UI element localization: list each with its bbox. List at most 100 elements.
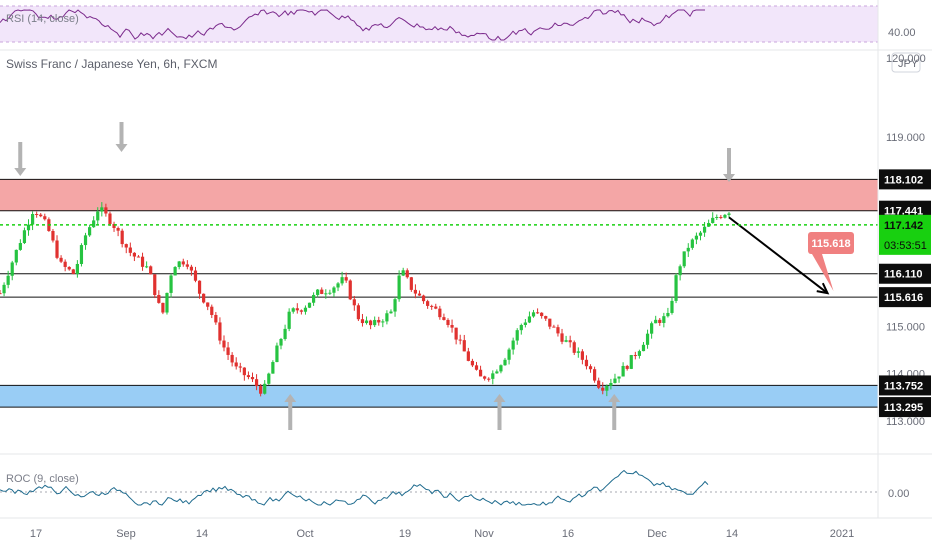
candle [344, 277, 348, 281]
candle [637, 351, 642, 356]
candle [291, 308, 295, 312]
candle [230, 354, 234, 363]
level-price-tag[interactable] [879, 375, 931, 396]
candle [364, 320, 369, 324]
candle [466, 351, 470, 361]
time-tick-label: 2021 [830, 528, 854, 540]
candle [197, 280, 202, 294]
candle [686, 247, 690, 252]
candle [250, 377, 255, 380]
candle [348, 280, 352, 300]
candle [189, 266, 194, 271]
candle [22, 230, 27, 244]
time-axis[interactable]: 17 Sep 14 Oct 19 Nov 16 Dec 14 2021 [30, 528, 854, 540]
candle [275, 345, 279, 363]
candle [719, 216, 723, 218]
candle [519, 324, 523, 331]
level-price-text: 117.441 [884, 206, 923, 218]
candle [678, 266, 682, 276]
candle [442, 317, 446, 320]
candle [389, 311, 393, 314]
candle [2, 284, 6, 294]
target-price-callout[interactable] [808, 232, 854, 254]
candle [572, 342, 576, 353]
candle [601, 387, 605, 391]
current-price-tag[interactable] [879, 214, 931, 255]
projection-arrow[interactable] [728, 216, 829, 294]
candle [59, 257, 63, 262]
candle [487, 378, 491, 380]
candle [662, 316, 666, 323]
roc-label: ROC (9, close) [6, 473, 79, 485]
candle [426, 301, 430, 306]
candle [149, 266, 153, 275]
candle [295, 308, 299, 311]
candle [120, 230, 124, 245]
candle [259, 386, 263, 394]
candle [116, 228, 120, 231]
candle [307, 302, 312, 308]
candle [495, 371, 499, 374]
candle [491, 373, 495, 379]
candle [128, 247, 132, 253]
candle [605, 385, 609, 391]
candle [328, 292, 332, 294]
candle [454, 327, 458, 340]
level-price-tag[interactable] [879, 169, 931, 190]
candle [544, 316, 548, 319]
level-price-tag[interactable] [879, 287, 931, 308]
price-panel[interactable]: 115.618 [0, 122, 878, 430]
level-price-tag[interactable] [879, 397, 931, 418]
target-price-label: 115.618 [811, 238, 850, 250]
time-tick-label: Dec [647, 528, 667, 540]
candle [14, 249, 18, 263]
candle [597, 380, 601, 388]
candle [503, 359, 507, 366]
candle [670, 300, 674, 313]
candle [10, 262, 14, 276]
candle [100, 207, 104, 212]
down-arrow-icon [723, 174, 735, 182]
candle [690, 239, 694, 248]
candle [26, 224, 31, 231]
candle [462, 340, 466, 352]
candle [625, 365, 629, 369]
candle [193, 270, 198, 281]
arrow-head-icon [816, 282, 830, 295]
candle [552, 326, 556, 328]
candle [527, 316, 532, 323]
candle [96, 211, 100, 221]
candle [397, 275, 401, 300]
current-price-text: 117.142 [884, 220, 923, 232]
candle [434, 306, 438, 309]
candle [377, 319, 381, 323]
support-zone[interactable] [0, 385, 878, 408]
candle [401, 270, 405, 276]
currency-badge[interactable]: JPY [891, 52, 921, 73]
candle [67, 266, 71, 270]
up-arrow-icon [493, 394, 506, 402]
resistance-zone[interactable] [0, 179, 878, 211]
candle [369, 320, 373, 326]
level-price-text: 113.295 [884, 402, 923, 414]
candle [483, 376, 487, 379]
candle [405, 270, 409, 278]
level-price-text: 118.102 [884, 174, 923, 186]
candle [316, 289, 320, 295]
time-tick-label: 17 [30, 528, 42, 540]
candle [711, 217, 715, 224]
level-price-tag[interactable] [879, 263, 931, 284]
candle [564, 340, 568, 342]
candle [531, 312, 536, 317]
time-tick-label: 16 [562, 528, 574, 540]
down-arrow-icon [14, 168, 27, 176]
candle [723, 214, 727, 218]
candle [181, 261, 185, 265]
candle [242, 367, 246, 376]
candle [79, 245, 84, 264]
up-arrow-icon [608, 394, 621, 402]
candle [588, 366, 593, 370]
up-arrow-icon [284, 394, 297, 402]
